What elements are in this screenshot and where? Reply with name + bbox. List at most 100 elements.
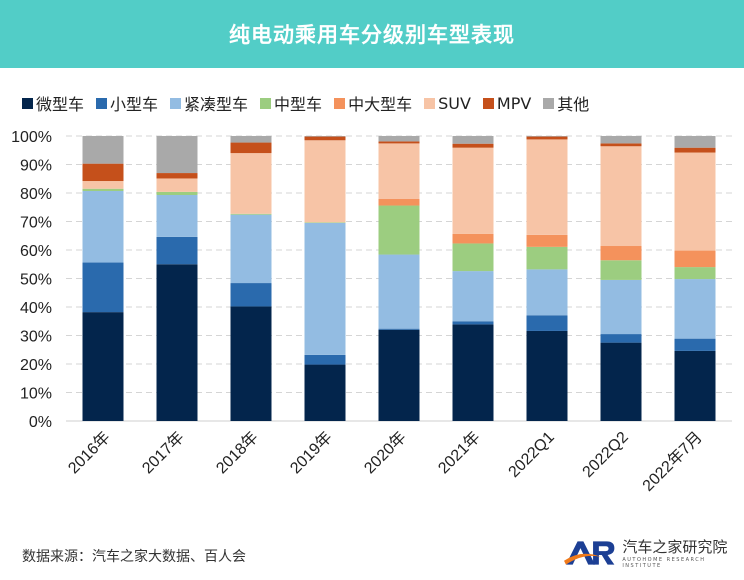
legend-swatch [424, 97, 436, 109]
legend-swatch [260, 97, 272, 109]
bar-segment-SUV [304, 140, 346, 223]
bar-segment-中型车 [674, 267, 716, 280]
bar-segment-中型车 [600, 260, 642, 280]
source-note: 数据来源：汽车之家大数据、百人会 [22, 549, 246, 565]
bar-segment-其他 [156, 136, 198, 174]
legend-label: 微型车 [36, 95, 85, 114]
bar-segment-小型车 [674, 338, 716, 351]
bar-segment-SUV [526, 139, 568, 235]
bar-segment-紧凑型车 [600, 279, 642, 335]
bar-segment-其他 [452, 136, 494, 144]
ar-logo-icon [564, 540, 615, 565]
legend-item: 中型车 [260, 91, 322, 115]
bar-segment-紧凑型车 [82, 191, 124, 263]
chart-title: 纯电动乘用车分级别车型表现 [229, 23, 515, 47]
bar-segment-MPV [600, 143, 642, 147]
bar-segment-MPV [230, 142, 272, 154]
bar-segment-中型车 [304, 222, 346, 223]
y-tick-label: 100% [11, 129, 52, 146]
bar-segment-微型车 [82, 312, 124, 421]
bar-segment-紧凑型车 [452, 271, 494, 322]
bar-segment-其他 [82, 136, 124, 164]
bar-segment-中型车 [230, 213, 272, 215]
legend-label: 紧凑型车 [184, 95, 249, 114]
bar-segment-其他 [378, 136, 420, 142]
x-tick-label: 2022年7月 [639, 428, 706, 495]
y-tick-label: 50% [20, 272, 52, 289]
logo-name-cn: 汽车之家研究院 [622, 538, 728, 556]
bar-segment-小型车 [304, 354, 346, 365]
bar-segment-紧凑型车 [378, 254, 420, 329]
bar-segment-中型车 [156, 191, 198, 195]
bar-segment-MPV [304, 136, 346, 141]
y-tick-label: 90% [20, 158, 52, 175]
legend-swatch [543, 97, 555, 109]
legend-swatch [22, 97, 33, 109]
bar-segment-其他 [674, 136, 716, 148]
bar-segment-紧凑型车 [526, 269, 568, 316]
legend-item: SUV [424, 91, 471, 115]
bar-segment-紧凑型车 [674, 279, 716, 339]
legend-label: 其他 [557, 95, 590, 114]
bar-segment-其他 [526, 136, 568, 137]
bar-segment-中大型车 [378, 198, 420, 206]
x-tick-label: 2019年 [287, 428, 336, 477]
bar-segment-小型车 [156, 236, 198, 265]
x-tick-label: 2022Q1 [506, 429, 558, 481]
bar-segment-SUV [230, 153, 272, 214]
bar-segment-其他 [230, 136, 272, 143]
bar-segment-微型车 [526, 330, 568, 421]
bar-segment-SUV [156, 178, 198, 192]
bar-segment-SUV [82, 181, 124, 189]
legend-label: 小型车 [110, 95, 159, 114]
legend-label: 中型车 [274, 95, 323, 114]
bar-segment-中型车 [452, 243, 494, 272]
bar-segment-紧凑型车 [304, 222, 346, 355]
legend-item: 其他 [543, 91, 589, 115]
x-tick-label: 2022Q2 [580, 429, 632, 481]
bar-segment-MPV [156, 173, 198, 179]
legend-swatch [96, 97, 108, 109]
legend-label: 中大型车 [348, 95, 413, 114]
y-tick-label: 30% [20, 329, 52, 346]
x-tick-label: 2021年 [435, 428, 484, 477]
bar-segment-SUV [378, 143, 420, 199]
legend-item: 中大型车 [334, 91, 412, 115]
bar-segment-中型车 [378, 205, 420, 255]
bar-segment-小型车 [526, 315, 568, 331]
y-tick-label: 60% [20, 243, 52, 260]
y-tick-label: 80% [20, 186, 52, 203]
bar-segment-小型车 [230, 283, 272, 307]
stacked-bar-chart: 0% 10% 20% 30% 40% 50% 60% 70% 80% 90% 100% 2016年 20… [11, 129, 732, 495]
y-tick-label: 10% [20, 386, 52, 403]
x-tick-label: 2016年 [65, 428, 114, 477]
legend-item: 微型车 [22, 91, 84, 115]
bar-segment-SUV [600, 146, 642, 247]
y-tick-label: 0% [29, 414, 52, 431]
y-tick-label: 20% [20, 357, 52, 374]
legend-label: MPV [496, 93, 532, 113]
autohome-research-logo: 汽车之家研究院 AUTOHOME RESEARCH INSTITUTE [564, 536, 744, 569]
logo-name-en: AUTOHOME RESEARCH INSTITUTE [622, 557, 706, 569]
bar-segment-紧凑型车 [230, 214, 272, 284]
bar-segment-紧凑型车 [156, 194, 198, 237]
bar-segment-SUV [674, 152, 716, 251]
bar-segment-MPV [526, 136, 568, 140]
x-tick-label: 2020年 [361, 428, 410, 477]
legend-label: SUV [438, 93, 471, 113]
y-tick-label: 40% [20, 300, 52, 317]
bar-segment-中大型车 [674, 250, 716, 268]
y-tick-label: 70% [20, 215, 52, 232]
bar-segment-中型车 [82, 188, 124, 192]
bar-segment-微型车 [452, 324, 494, 421]
legend-swatch [170, 97, 182, 109]
legend-item: 紧凑型车 [170, 91, 248, 115]
bar-segment-小型车 [452, 321, 494, 325]
bar-segment-MPV [82, 163, 124, 182]
bar-segment-MPV [452, 143, 494, 148]
bar-segment-小型车 [378, 328, 420, 330]
x-tick-label: 2017年 [139, 428, 188, 477]
title-bar: 纯电动乘用车分级别车型表现 [0, 0, 744, 68]
bar-segment-中大型车 [600, 246, 642, 261]
bar-segment-微型车 [304, 364, 346, 421]
